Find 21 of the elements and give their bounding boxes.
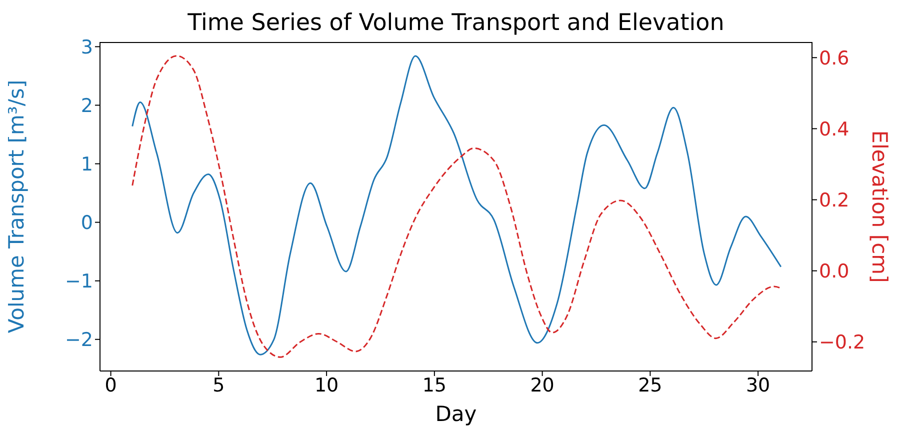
x-tick-label: 20 <box>530 374 554 396</box>
x-axis-title: Day <box>435 402 477 426</box>
x-tick-label: 25 <box>638 374 662 396</box>
y-tick-label: 2 <box>80 94 93 117</box>
y2-tick-label: 0.6 <box>819 47 850 70</box>
x-tick-label: 0 <box>104 374 117 396</box>
x-tick-label: 10 <box>314 374 339 396</box>
x-tick-label: 5 <box>212 374 225 396</box>
x-tick-label: 15 <box>422 374 447 396</box>
y-tick-label: −2 <box>64 329 93 352</box>
y2-tick-label: 0.4 <box>819 118 850 140</box>
y2-tick-label: 0.2 <box>819 189 850 212</box>
y2-axis-title: Elevation [cm] <box>868 130 892 283</box>
y2-tick-label: 0.0 <box>819 260 850 283</box>
y2-tick-label: −0.2 <box>819 332 866 354</box>
y-tick-label: −1 <box>64 270 93 293</box>
y-tick-label: 3 <box>80 36 93 58</box>
y-tick-label: 1 <box>80 154 93 176</box>
y-tick-label: 0 <box>80 212 93 234</box>
chart-title: Time Series of Volume Transport and Elevation <box>186 10 726 36</box>
x-tick-label: 30 <box>746 374 770 396</box>
